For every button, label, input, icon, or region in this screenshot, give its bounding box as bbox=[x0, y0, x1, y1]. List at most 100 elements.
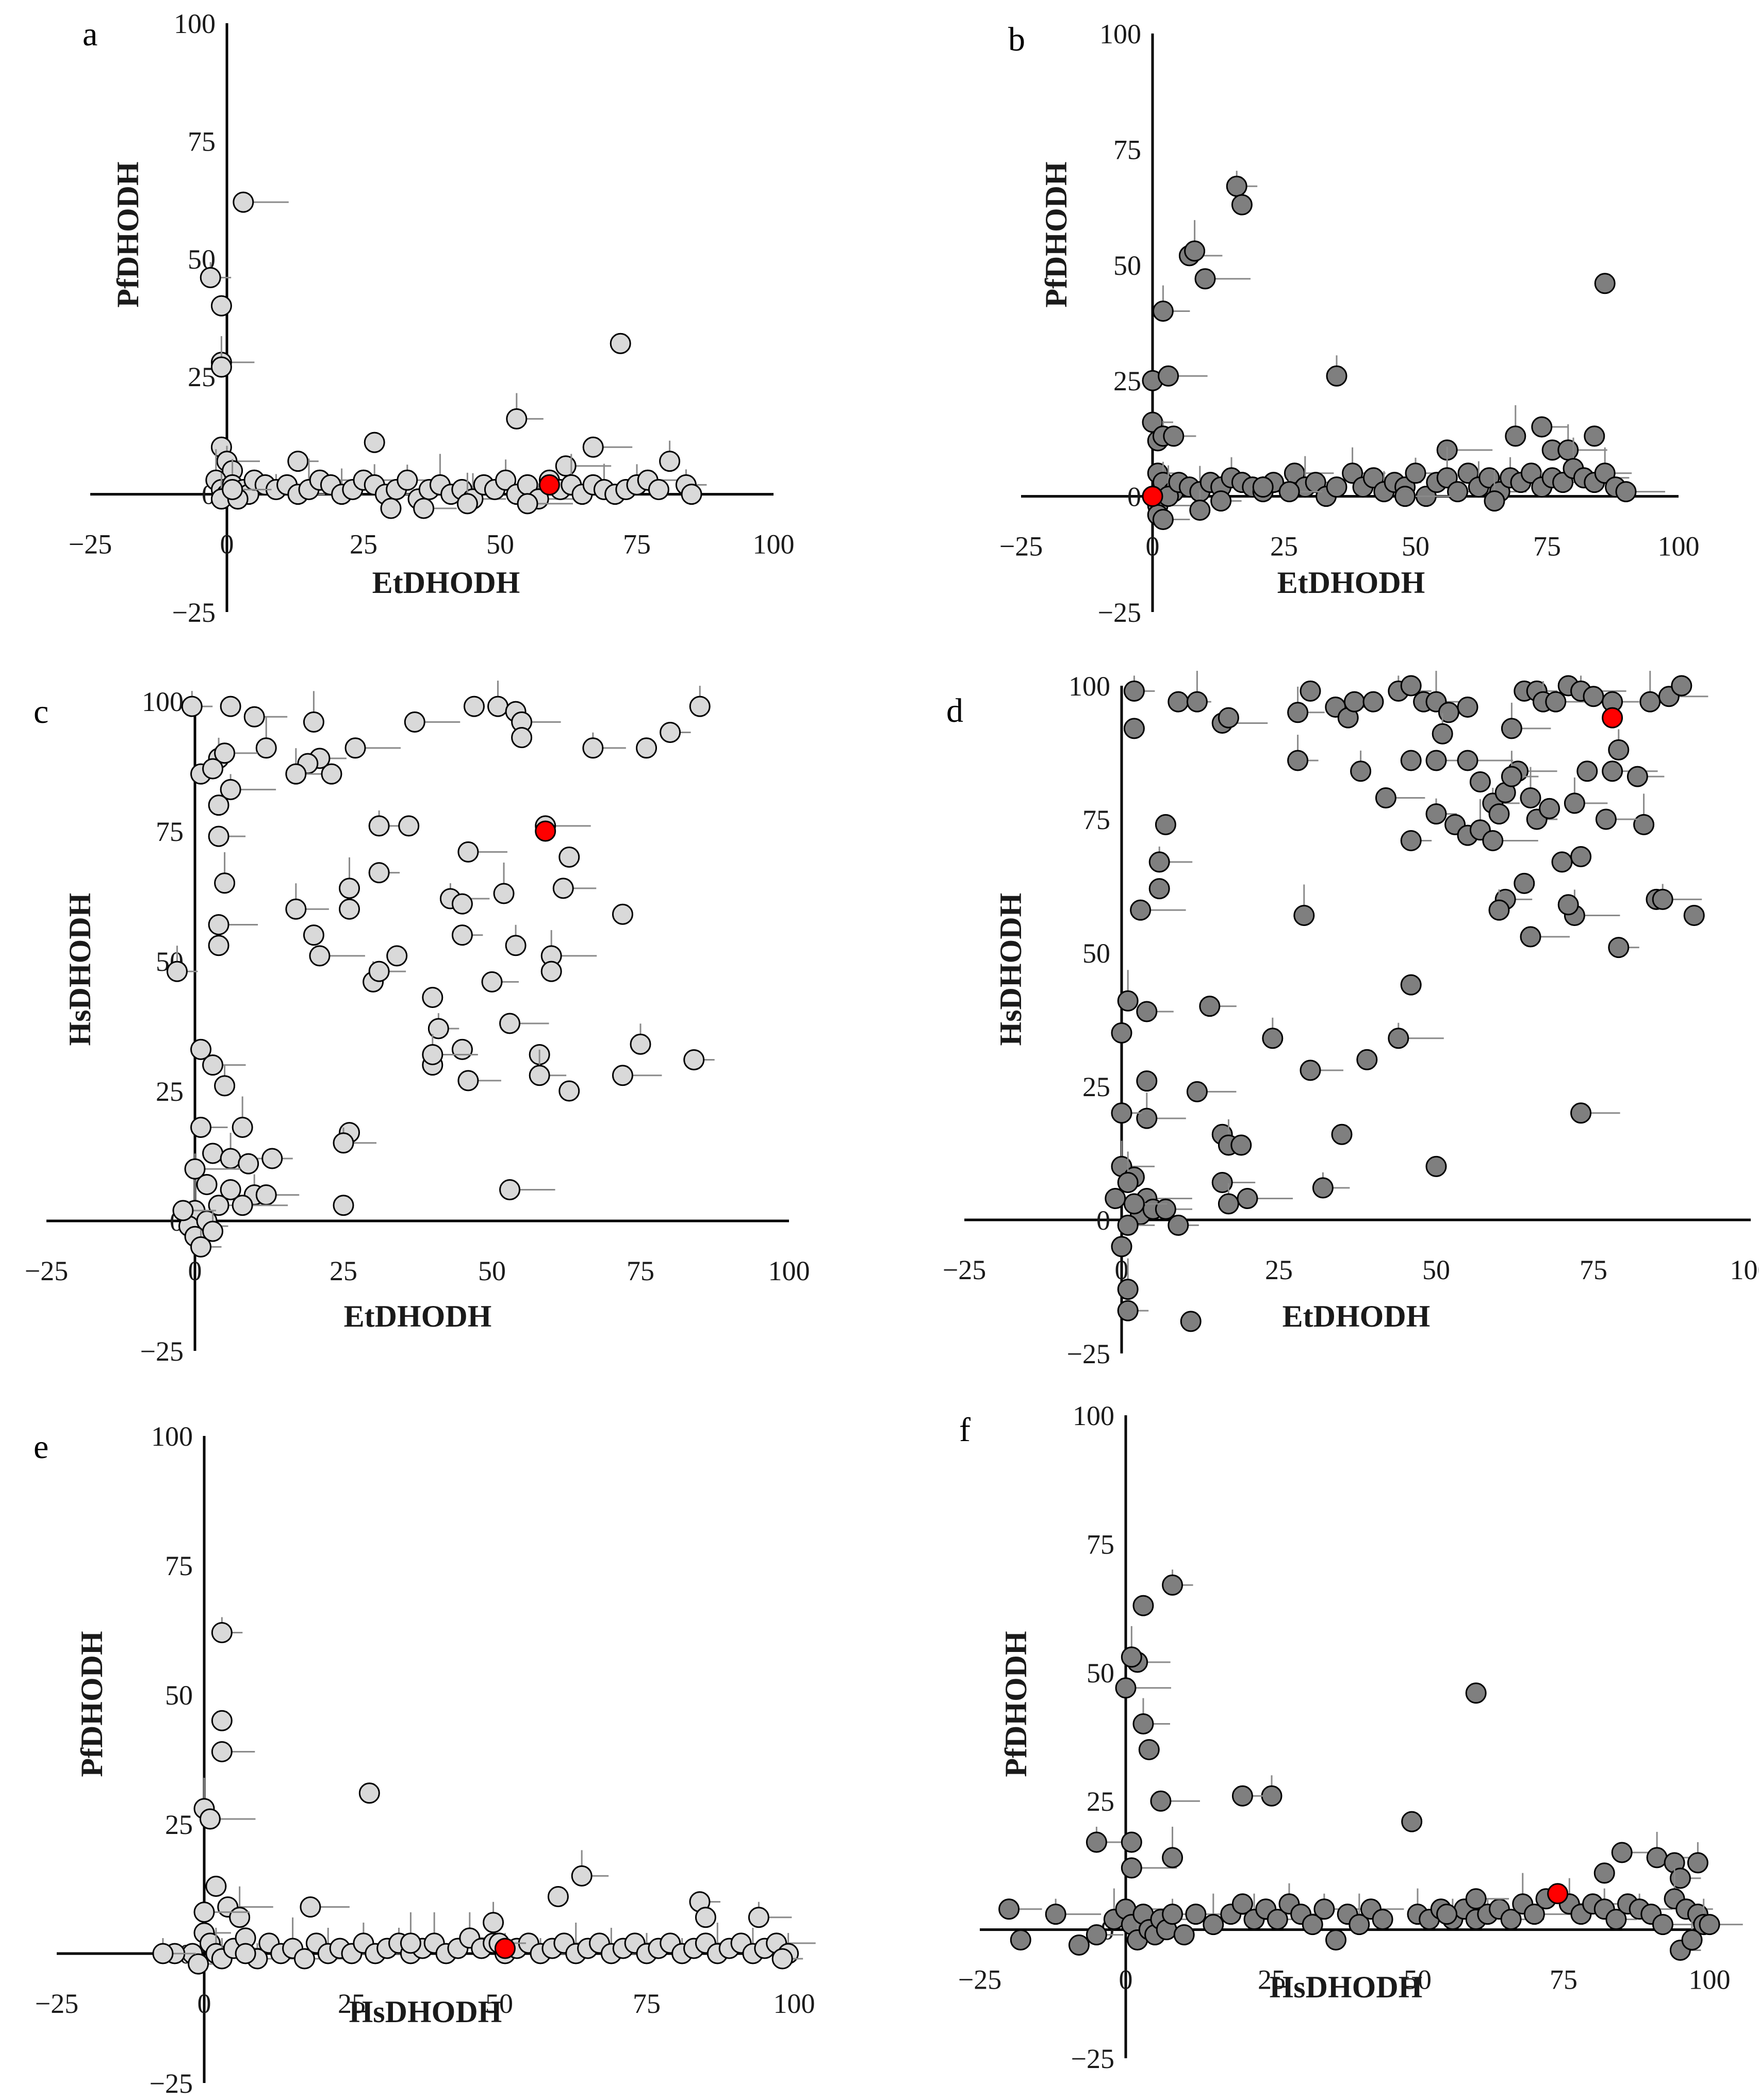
y-tick-label: 25 bbox=[165, 1809, 193, 1840]
x-tick-label: 50 bbox=[1404, 1964, 1432, 1995]
data-point bbox=[1484, 490, 1505, 512]
y-tick-label: 25 bbox=[1113, 366, 1141, 396]
x-tick-label: 75 bbox=[1533, 531, 1561, 562]
data-point bbox=[612, 1065, 633, 1086]
data-point bbox=[1278, 481, 1300, 503]
data-point bbox=[386, 945, 408, 967]
data-point bbox=[181, 696, 203, 717]
y-tick-label: 100 bbox=[1073, 1400, 1114, 1431]
y-tick-label: 75 bbox=[1087, 1529, 1114, 1560]
y-tick-label: 100 bbox=[1068, 671, 1110, 702]
data-point bbox=[1210, 490, 1232, 512]
data-point bbox=[1117, 1214, 1139, 1236]
highlight-point bbox=[494, 1938, 516, 1959]
data-point bbox=[1194, 268, 1216, 290]
data-point bbox=[582, 436, 604, 458]
data-point bbox=[558, 846, 580, 868]
y-axis-title: HsDHODH bbox=[994, 893, 1028, 1046]
data-point bbox=[1608, 739, 1630, 760]
data-point bbox=[1488, 803, 1510, 825]
data-point bbox=[1287, 750, 1309, 771]
data-point bbox=[1552, 472, 1574, 493]
data-point bbox=[1111, 1236, 1132, 1258]
data-point bbox=[1300, 1060, 1321, 1081]
data-point bbox=[235, 1943, 256, 1964]
data-point bbox=[214, 742, 236, 764]
x-axis-title: HsDHODH bbox=[349, 1995, 502, 2029]
data-point bbox=[1405, 462, 1426, 484]
data-point bbox=[1138, 1739, 1160, 1760]
data-point bbox=[1162, 1904, 1183, 1925]
data-point bbox=[1436, 1904, 1458, 1925]
data-point bbox=[1168, 691, 1189, 713]
data-point bbox=[1400, 675, 1422, 697]
data-point bbox=[1218, 1193, 1239, 1215]
data-point bbox=[1343, 691, 1365, 713]
data-point bbox=[208, 825, 229, 847]
data-point bbox=[1465, 1682, 1487, 1704]
data-point bbox=[1136, 1070, 1158, 1092]
x-axis-title: EtDHODH bbox=[372, 566, 520, 600]
data-point bbox=[771, 1948, 793, 1970]
panel-letter: c bbox=[34, 693, 48, 731]
y-tick-label: 50 bbox=[1087, 1658, 1114, 1689]
data-point bbox=[358, 1782, 380, 1804]
highlight-point bbox=[1602, 707, 1623, 729]
data-point bbox=[1652, 888, 1673, 910]
data-point bbox=[1184, 240, 1206, 262]
x-tick-label: 75 bbox=[1580, 1254, 1607, 1285]
x-tick-label: 75 bbox=[623, 529, 651, 560]
data-point bbox=[232, 1195, 253, 1216]
panel-letter: f bbox=[959, 1411, 971, 1449]
data-point bbox=[211, 1710, 233, 1731]
data-point bbox=[333, 1132, 354, 1154]
data-point bbox=[1501, 718, 1522, 739]
x-tick-label: −25 bbox=[69, 529, 112, 560]
data-point bbox=[998, 1898, 1020, 1920]
x-tick-label: 0 bbox=[188, 1255, 202, 1286]
y-tick-label: 75 bbox=[188, 126, 216, 157]
data-point bbox=[368, 961, 390, 982]
data-point bbox=[202, 758, 224, 780]
x-tick-label: 100 bbox=[768, 1255, 810, 1286]
y-tick-label: −25 bbox=[1071, 2043, 1114, 2074]
data-point bbox=[368, 862, 390, 884]
data-point bbox=[659, 451, 681, 472]
data-point bbox=[1252, 476, 1274, 498]
y-axis-title: PfDHODH bbox=[111, 161, 145, 307]
data-point bbox=[1231, 1785, 1253, 1807]
data-point bbox=[1584, 425, 1605, 447]
data-point bbox=[1457, 750, 1478, 771]
x-tick-label: 0 bbox=[1119, 1964, 1133, 1995]
data-point bbox=[303, 924, 324, 946]
data-point bbox=[1068, 1934, 1090, 1956]
data-point bbox=[229, 1907, 251, 1928]
x-tick-label: 75 bbox=[627, 1255, 654, 1286]
x-tick-label: 50 bbox=[1422, 1254, 1450, 1285]
data-point bbox=[506, 408, 528, 429]
data-point bbox=[1121, 1646, 1142, 1668]
data-point bbox=[196, 1173, 218, 1195]
data-point bbox=[1699, 1914, 1720, 1936]
data-point bbox=[422, 987, 443, 1008]
panel-letter: b bbox=[1008, 21, 1025, 58]
data-point bbox=[1520, 787, 1541, 809]
data-point bbox=[1531, 416, 1553, 438]
data-point bbox=[364, 432, 385, 453]
y-tick-label: 75 bbox=[156, 816, 184, 847]
data-point bbox=[220, 696, 241, 717]
data-point bbox=[1173, 1924, 1195, 1946]
data-point bbox=[481, 971, 503, 993]
data-point bbox=[1394, 486, 1416, 507]
y-axis-title: PfDHODH bbox=[1039, 161, 1073, 307]
data-point bbox=[1226, 175, 1247, 197]
data-point bbox=[413, 498, 435, 519]
data-point bbox=[1010, 1929, 1031, 1951]
panel-b: −25 −25 00 25 25 50 50 75 75 100 100 EtDHODH PfDHODH… bbox=[999, 19, 1700, 628]
data-point bbox=[1230, 1134, 1252, 1156]
y-tick-label: −25 bbox=[150, 2068, 193, 2099]
x-tick-label: 50 bbox=[478, 1255, 506, 1286]
y-tick-label: 100 bbox=[174, 8, 216, 39]
data-point bbox=[1162, 1574, 1183, 1596]
data-point bbox=[1326, 365, 1347, 387]
